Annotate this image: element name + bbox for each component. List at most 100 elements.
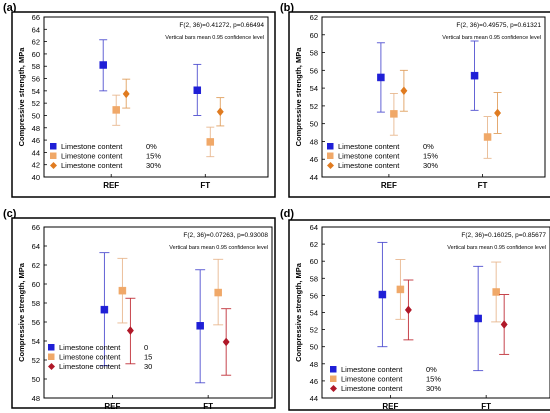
y-tick-label: 50 xyxy=(32,111,40,120)
y-tick-label: 58 xyxy=(32,299,40,308)
legend-marker xyxy=(330,385,337,392)
y-tick-label: 46 xyxy=(310,155,318,164)
chart-2: 48 50 52 54 56 58 60 62 64 66 Compressive strength… xyxy=(11,217,276,411)
legend-marker xyxy=(327,152,334,159)
mean-marker xyxy=(112,106,120,114)
legend-marker xyxy=(327,143,334,150)
legend-label: Limestone content xyxy=(61,161,123,170)
mean-marker xyxy=(492,288,500,296)
x-tick-label: REF xyxy=(381,181,397,190)
mean-marker xyxy=(196,322,204,330)
legend-value: 30% xyxy=(426,384,441,393)
mean-marker xyxy=(126,326,134,335)
mean-marker xyxy=(118,286,127,295)
legend-value: 15% xyxy=(423,152,438,161)
y-tick-label: 48 xyxy=(32,394,40,403)
y-tick-label: 48 xyxy=(310,360,318,369)
y-tick-label: 56 xyxy=(32,75,40,84)
y-tick-label: 52 xyxy=(32,356,40,365)
y-tick-label: 66 xyxy=(32,223,40,232)
ci-note: Vertical bars mean 0.95 confidence level xyxy=(442,35,541,41)
y-tick-label: 50 xyxy=(310,120,318,129)
legend-label: Limestone content xyxy=(338,152,400,161)
y-tick-label: 52 xyxy=(310,326,318,335)
chart-0: 40 42 44 46 48 50 52 54 56 58 60 62 64 66 Compressive … xyxy=(11,11,276,198)
y-tick-label: 54 xyxy=(310,84,318,93)
legend-label: Limestone content xyxy=(341,384,403,393)
legend-value: 0% xyxy=(146,142,157,151)
y-tick-label: 64 xyxy=(32,242,40,251)
legend-label: Limestone content xyxy=(61,152,123,161)
mean-marker xyxy=(500,320,508,329)
panel-label-d: (d) xyxy=(280,208,295,220)
legend-label: Limestone content xyxy=(338,142,400,151)
mean-marker xyxy=(100,305,109,314)
y-tick-label: 60 xyxy=(32,280,40,289)
legend-label: Limestone content xyxy=(341,365,403,374)
mean-marker xyxy=(404,305,412,315)
legend-marker xyxy=(327,162,334,169)
y-tick-label: 56 xyxy=(32,318,40,327)
stat-line: F(2, 36)=0.49575, p=0.61321 xyxy=(456,22,541,29)
y-tick-label: 54 xyxy=(32,87,40,96)
mean-marker xyxy=(483,133,492,141)
ci-note: Vertical bars mean 0.95 confidence level xyxy=(169,245,268,251)
legend-marker xyxy=(48,363,55,370)
y-axis-label: Compressive strength, MPa xyxy=(17,262,26,362)
panel-label-a: (a) xyxy=(3,2,17,14)
y-tick-label: 58 xyxy=(32,62,40,71)
legend-value: 0% xyxy=(426,365,437,374)
legend-label: Limestone content xyxy=(341,375,403,384)
legend-value: 15 xyxy=(144,353,152,362)
x-tick-label: FT xyxy=(481,402,491,411)
x-tick-label: FT xyxy=(478,181,488,190)
mean-marker xyxy=(99,61,107,69)
legend-label: Limestone content xyxy=(59,353,121,362)
stat-line: F(2, 36)=0.41272, p=0.66494 xyxy=(179,22,264,29)
y-tick-label: 60 xyxy=(310,257,318,266)
legend-value: 15% xyxy=(146,152,161,161)
mean-marker xyxy=(377,73,385,82)
y-axis-label: Compressive strength, MPa xyxy=(294,262,303,362)
y-tick-label: 58 xyxy=(310,274,318,283)
panel-label-b: (b) xyxy=(280,2,295,14)
y-tick-label: 48 xyxy=(32,124,40,133)
chart-1: 44 46 48 50 52 54 56 58 60 62 Compressive strength… xyxy=(288,11,550,198)
legend-value: 30% xyxy=(146,161,161,170)
y-tick-label: 44 xyxy=(310,394,318,403)
legend-marker xyxy=(330,366,337,373)
y-tick-label: 66 xyxy=(32,13,40,22)
y-tick-label: 52 xyxy=(310,102,318,111)
y-tick-label: 44 xyxy=(32,148,40,157)
y-tick-label: 60 xyxy=(310,31,318,40)
chart-3: 44 46 48 50 52 54 56 58 60 62 64 Compressive streng… xyxy=(288,219,550,411)
plot-area xyxy=(321,16,546,178)
x-tick-label: REF xyxy=(382,402,398,411)
stat-line: F(2, 36)=0.16025, p=0.85677 xyxy=(461,232,546,239)
legend-label: Limestone content xyxy=(59,343,121,352)
y-tick-label: 56 xyxy=(310,291,318,300)
y-tick-label: 58 xyxy=(310,49,318,58)
mean-marker xyxy=(494,108,502,118)
y-tick-label: 62 xyxy=(310,13,318,22)
y-tick-label: 62 xyxy=(32,38,40,47)
mean-marker xyxy=(470,71,479,80)
mean-marker xyxy=(390,110,398,118)
mean-marker xyxy=(216,107,224,117)
mean-marker xyxy=(396,285,405,294)
y-axis-label: Compressive strength, MPa xyxy=(294,47,303,147)
mean-marker xyxy=(193,86,202,94)
stat-line: F(2, 36)=0.07263, p=0.93008 xyxy=(183,232,268,239)
legend-marker xyxy=(330,375,337,382)
y-tick-label: 62 xyxy=(32,261,40,270)
y-tick-label: 54 xyxy=(32,337,40,346)
ci-note: Vertical bars mean 0.95 confidence level xyxy=(447,245,546,251)
y-tick-label: 52 xyxy=(32,99,40,108)
legend-marker xyxy=(50,143,57,150)
mean-marker xyxy=(222,337,230,347)
legend-value: 30% xyxy=(423,161,438,170)
y-tick-label: 64 xyxy=(310,223,318,232)
legend-marker xyxy=(50,152,57,159)
legend-marker xyxy=(50,162,57,169)
plot-area xyxy=(321,226,550,399)
